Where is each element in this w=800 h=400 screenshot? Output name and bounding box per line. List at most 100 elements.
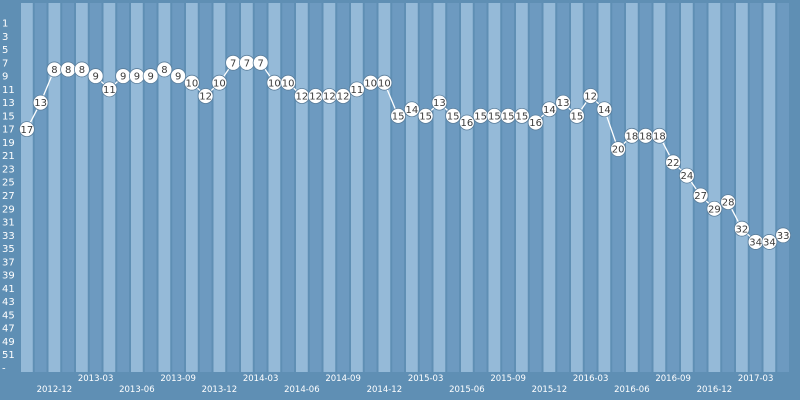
data-point: 10 — [362, 74, 379, 91]
data-point-marker — [170, 68, 187, 84]
column-band — [351, 3, 363, 372]
data-label: 9 — [147, 72, 153, 83]
data-point: 9 — [128, 68, 145, 84]
data-label: 14 — [406, 105, 419, 116]
x-tick-label: 2016-06 — [614, 385, 650, 395]
column-band — [406, 3, 418, 372]
data-point: 13 — [32, 94, 49, 111]
data-label: 12 — [199, 92, 212, 103]
data-label: 13 — [557, 98, 570, 109]
data-label: 10 — [364, 78, 377, 89]
data-label: 22 — [667, 158, 680, 169]
y-tick-label: - — [2, 364, 6, 375]
data-point-marker — [73, 61, 90, 78]
data-point: 18 — [623, 127, 640, 144]
data-point: 13 — [555, 94, 572, 111]
data-label: 10 — [213, 78, 226, 89]
data-point-marker — [761, 234, 778, 250]
data-point: 7 — [225, 54, 242, 71]
y-tick-label: 7 — [2, 58, 8, 69]
column-bands — [21, 3, 789, 372]
data-point: 34 — [761, 234, 778, 250]
data-point: 12 — [197, 88, 214, 104]
data-point: 15 — [445, 107, 462, 124]
data-point: 22 — [665, 154, 682, 171]
data-point-marker — [142, 68, 159, 84]
column-band — [612, 3, 624, 372]
data-point-marker — [376, 74, 393, 91]
data-point-marker — [431, 94, 448, 111]
data-point-marker — [211, 74, 228, 91]
column-band — [392, 3, 404, 372]
column-band — [117, 3, 129, 372]
data-point-marker — [692, 187, 709, 204]
data-label: 7 — [230, 58, 236, 69]
y-tick-label: 1 — [2, 19, 8, 30]
data-point: 10 — [211, 74, 228, 91]
data-point-marker — [775, 227, 792, 244]
data-point-marker — [32, 94, 49, 111]
column-band — [268, 3, 281, 372]
data-label: 15 — [419, 111, 432, 122]
data-point: 9 — [115, 68, 132, 84]
data-label: 12 — [323, 92, 336, 103]
column-band — [254, 3, 267, 372]
data-label: 18 — [626, 131, 639, 142]
column-band — [557, 3, 569, 372]
data-point-marker — [665, 154, 682, 171]
data-label: 18 — [639, 131, 652, 142]
column-band — [433, 3, 446, 372]
data-point-marker — [733, 220, 750, 237]
data-point-marker — [541, 101, 558, 118]
data-label: 8 — [51, 65, 57, 76]
column-band — [502, 3, 514, 372]
data-point-marker — [101, 81, 118, 98]
column-band — [296, 3, 308, 372]
data-label: 28 — [722, 198, 735, 209]
column-band — [144, 3, 157, 372]
column-band — [694, 3, 707, 372]
data-label: 14 — [598, 105, 611, 116]
data-point-marker — [582, 88, 599, 104]
column-band — [584, 3, 597, 372]
column-band — [103, 3, 116, 372]
data-point: 18 — [637, 127, 654, 144]
column-band — [447, 3, 459, 372]
data-label: 34 — [749, 238, 762, 249]
column-band — [474, 3, 487, 372]
data-label: 9 — [92, 72, 98, 83]
y-tick-label: 49 — [2, 337, 15, 348]
data-label: 10 — [378, 78, 391, 89]
data-label: 10 — [186, 78, 199, 89]
x-tick-label: 2012-12 — [37, 385, 73, 395]
data-label: 15 — [516, 111, 529, 122]
data-label: 15 — [392, 111, 405, 122]
column-band — [543, 3, 556, 372]
x-tick-label: 2015-12 — [532, 385, 568, 395]
data-point: 24 — [678, 167, 695, 184]
data-point: 7 — [252, 54, 269, 71]
data-point: 9 — [87, 68, 104, 84]
data-point: 7 — [238, 54, 255, 71]
x-tick-label: 2013-06 — [119, 385, 155, 395]
column-band — [708, 3, 721, 372]
x-tick-label: 2013-09 — [160, 374, 196, 384]
data-label: 29 — [708, 204, 721, 215]
column-band — [598, 3, 611, 372]
data-label: 24 — [681, 171, 694, 182]
data-point: 14 — [596, 101, 613, 118]
x-tick-label: 2014-12 — [367, 385, 403, 395]
column-band — [282, 3, 294, 372]
column-band — [722, 3, 734, 372]
data-label: 33 — [777, 231, 790, 242]
column-band — [186, 3, 198, 372]
data-point-marker — [252, 54, 269, 71]
data-point-marker — [568, 107, 585, 124]
column-band — [323, 3, 336, 372]
y-tick-label: 47 — [2, 324, 15, 335]
y-tick-label: 43 — [2, 297, 15, 308]
data-point-marker — [706, 200, 723, 217]
data-label: 15 — [474, 111, 487, 122]
data-label: 16 — [461, 118, 474, 129]
